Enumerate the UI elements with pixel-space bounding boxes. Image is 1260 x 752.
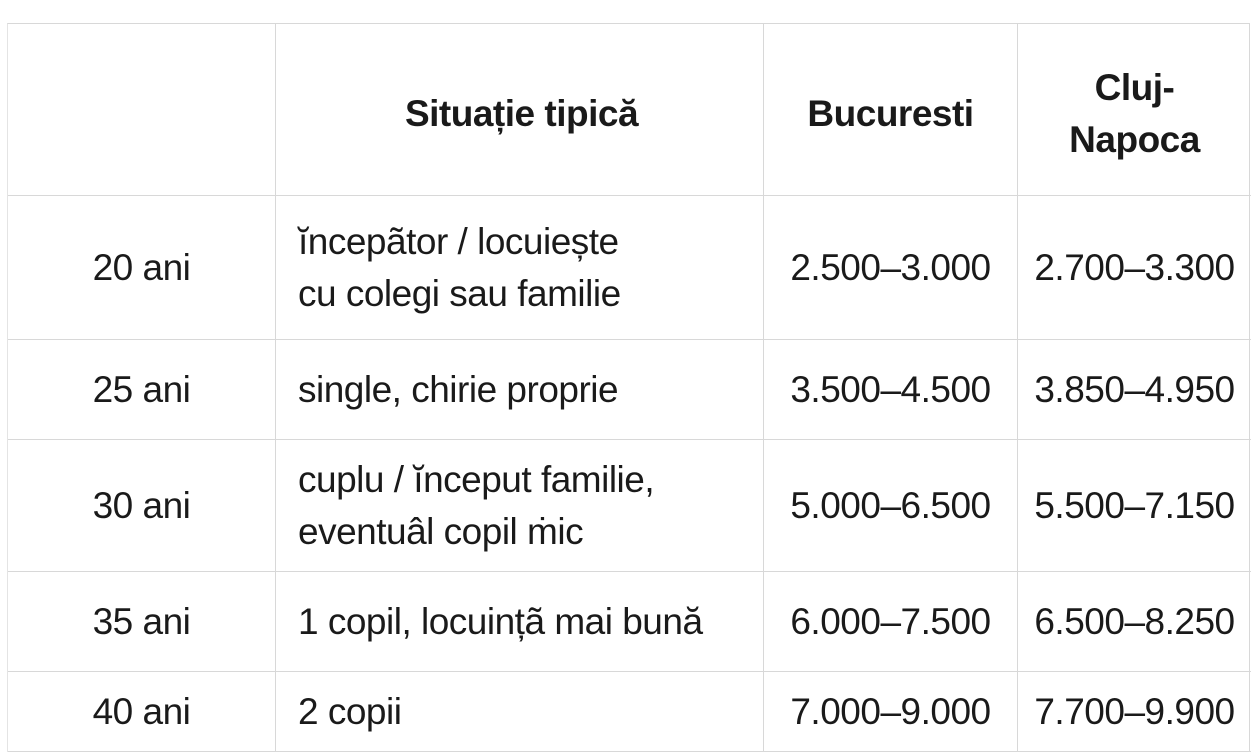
- cluj-range-value: 7.700–9.900: [1034, 690, 1235, 732]
- table-row-situation-cell: 1 copil, locuințã mai bună: [276, 572, 764, 672]
- table-row-cluj-cell: 5.500–7.150: [1018, 440, 1251, 572]
- table-row-cluj-cell: 3.850–4.950: [1018, 340, 1251, 440]
- table-row-situation-cell: cuplu / ĭnceput familie, eventuâl copil …: [276, 440, 764, 572]
- column-header-bucuresti-label: Bucuresti: [807, 92, 974, 134]
- cluj-range-value: 3.850–4.950: [1034, 368, 1235, 410]
- bucuresti-range-value: 2.500–3.000: [790, 246, 991, 288]
- age-value: 20 ani: [92, 246, 191, 288]
- table-row-age-cell: 20 ani: [8, 196, 276, 340]
- situation-text-line2: cu colegi sau familie: [298, 272, 621, 314]
- bucuresti-range-value: 6.000–7.500: [790, 600, 991, 642]
- cluj-range-value: 5.500–7.150: [1034, 484, 1235, 526]
- table-row-bucuresti-cell: 3.500–4.500: [764, 340, 1018, 440]
- table-row-situation-cell: single, chirie proprie: [276, 340, 764, 440]
- situation-text-line1: cuplu / ĭnceput familie,: [298, 458, 655, 500]
- age-value: 35 ani: [92, 600, 191, 642]
- situation-text-line1: 2 copii: [298, 690, 402, 732]
- age-value: 40 ani: [92, 690, 191, 732]
- table-row-bucuresti-cell: 6.000–7.500: [764, 572, 1018, 672]
- table-row-bucuresti-cell: 5.000–6.500: [764, 440, 1018, 572]
- table-row-bucuresti-cell: 2.500–3.000: [764, 196, 1018, 340]
- table-row-age-cell: 35 ani: [8, 572, 276, 672]
- column-header-situation: Situație tipică: [276, 24, 764, 196]
- cluj-range-value: 2.700–3.300: [1034, 246, 1235, 288]
- column-header-cluj-label-line1: Cluj-: [1094, 66, 1175, 108]
- situation-text-line1: 1 copil, locuințã mai bună: [298, 600, 703, 642]
- table-row-situation-cell: ĭncepãtor / locuiește cu colegi sau fami…: [276, 196, 764, 340]
- table-row-cluj-cell: 6.500–8.250: [1018, 572, 1251, 672]
- age-value: 30 ani: [92, 484, 191, 526]
- salary-table: Situație tipică Bucuresti Cluj- Napoca 2…: [7, 23, 1251, 752]
- table-row-age-cell: 40 ani: [8, 672, 276, 752]
- table-row-cluj-cell: 7.700–9.900: [1018, 672, 1251, 752]
- table-row-situation-cell: 2 copii: [276, 672, 764, 752]
- table-row-bucuresti-cell: 7.000–9.000: [764, 672, 1018, 752]
- situation-text-line2: eventuâl copil ṁic: [298, 510, 584, 552]
- table-row-age-cell: 25 ani: [8, 340, 276, 440]
- column-header-cluj-napoca: Cluj- Napoca: [1018, 24, 1251, 196]
- bucuresti-range-value: 7.000–9.000: [790, 690, 991, 732]
- cluj-range-value: 6.500–8.250: [1034, 600, 1235, 642]
- column-header-age: [8, 24, 276, 196]
- bucuresti-range-value: 5.000–6.500: [790, 484, 991, 526]
- table-row-age-cell: 30 ani: [8, 440, 276, 572]
- column-header-bucuresti: Bucuresti: [764, 24, 1018, 196]
- situation-text-line1: single, chirie proprie: [298, 368, 619, 410]
- column-header-cluj-label-line2: Napoca: [1069, 118, 1200, 160]
- bucuresti-range-value: 3.500–4.500: [790, 368, 991, 410]
- table-row-cluj-cell: 2.700–3.300: [1018, 196, 1251, 340]
- column-header-situation-label: Situație tipică: [404, 92, 639, 134]
- situation-text-line1: ĭncepãtor / locuiește: [298, 220, 619, 262]
- age-value: 25 ani: [92, 368, 191, 410]
